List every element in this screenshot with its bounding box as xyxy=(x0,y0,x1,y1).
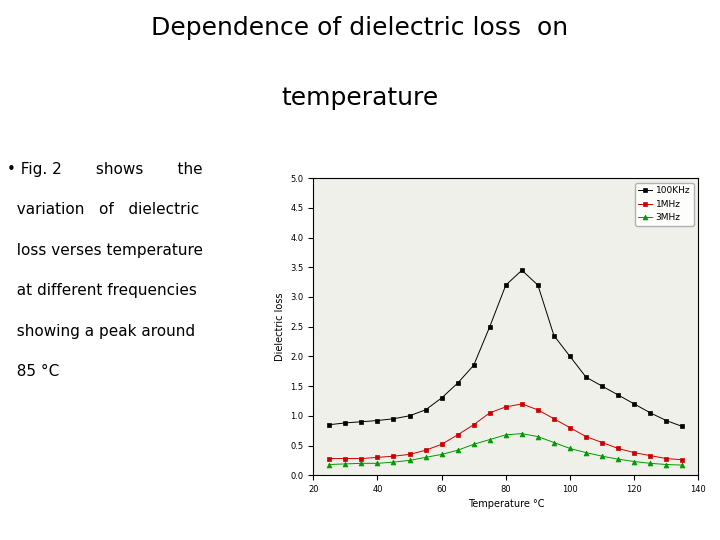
100KHz xyxy=(662,417,670,424)
Y-axis label: Dielectric loss: Dielectric loss xyxy=(274,293,284,361)
Text: showing a peak around: showing a peak around xyxy=(7,324,195,339)
Legend: 100KHz, 1MHz, 3MHz: 100KHz, 1MHz, 3MHz xyxy=(635,183,694,226)
100KHz xyxy=(614,392,623,399)
100KHz xyxy=(678,423,687,430)
100KHz xyxy=(549,332,558,339)
100KHz xyxy=(405,413,414,419)
1MHz xyxy=(421,447,430,454)
100KHz xyxy=(357,418,366,425)
Text: temperature: temperature xyxy=(282,86,438,110)
Text: 85 °C: 85 °C xyxy=(7,364,60,380)
Text: variation   of   dielectric: variation of dielectric xyxy=(7,202,199,218)
1MHz xyxy=(630,449,639,456)
Text: Dependence of dielectric loss  on: Dependence of dielectric loss on xyxy=(151,16,569,40)
1MHz xyxy=(518,401,526,407)
3MHz xyxy=(534,433,542,440)
3MHz xyxy=(566,445,575,451)
X-axis label: Temperature °C: Temperature °C xyxy=(467,500,544,509)
100KHz xyxy=(646,409,654,416)
1MHz xyxy=(501,404,510,410)
100KHz xyxy=(534,282,542,288)
Line: 1MHz: 1MHz xyxy=(327,401,685,462)
1MHz xyxy=(614,445,623,451)
1MHz xyxy=(534,407,542,413)
100KHz xyxy=(582,374,590,380)
100KHz xyxy=(501,282,510,288)
Text: • Fig. 2       shows       the: • Fig. 2 shows the xyxy=(7,162,203,177)
1MHz xyxy=(454,431,462,438)
3MHz xyxy=(582,449,590,456)
100KHz xyxy=(566,353,575,360)
100KHz xyxy=(421,407,430,413)
100KHz xyxy=(469,362,478,368)
1MHz xyxy=(662,455,670,462)
1MHz xyxy=(469,421,478,428)
3MHz xyxy=(421,454,430,461)
100KHz xyxy=(389,416,397,422)
100KHz xyxy=(341,420,350,426)
3MHz xyxy=(518,430,526,437)
3MHz xyxy=(678,462,687,468)
1MHz xyxy=(646,453,654,459)
3MHz xyxy=(389,459,397,465)
1MHz xyxy=(357,455,366,462)
3MHz xyxy=(437,451,446,458)
100KHz xyxy=(437,395,446,401)
3MHz xyxy=(646,460,654,467)
3MHz xyxy=(614,456,623,462)
3MHz xyxy=(325,461,333,468)
100KHz xyxy=(485,323,494,330)
3MHz xyxy=(662,461,670,468)
1MHz xyxy=(678,456,687,463)
1MHz xyxy=(485,409,494,416)
Text: loss verses temperature: loss verses temperature xyxy=(7,243,203,258)
3MHz xyxy=(357,460,366,467)
3MHz xyxy=(549,440,558,446)
3MHz xyxy=(454,447,462,454)
100KHz xyxy=(598,383,606,389)
1MHz xyxy=(325,455,333,462)
1MHz xyxy=(598,440,606,446)
Line: 3MHz: 3MHz xyxy=(327,431,685,468)
3MHz xyxy=(373,460,382,467)
100KHz xyxy=(454,380,462,387)
1MHz xyxy=(549,416,558,422)
1MHz xyxy=(582,433,590,440)
100KHz xyxy=(518,267,526,273)
1MHz xyxy=(373,454,382,461)
Text: at different frequencies: at different frequencies xyxy=(7,284,197,299)
1MHz xyxy=(405,451,414,458)
1MHz xyxy=(566,424,575,431)
Line: 100KHz: 100KHz xyxy=(327,268,685,429)
3MHz xyxy=(630,458,639,465)
100KHz xyxy=(325,421,333,428)
1MHz xyxy=(437,441,446,448)
1MHz xyxy=(341,455,350,462)
3MHz xyxy=(405,457,414,463)
3MHz xyxy=(485,436,494,443)
100KHz xyxy=(630,401,639,407)
3MHz xyxy=(501,431,510,438)
1MHz xyxy=(389,453,397,460)
100KHz xyxy=(373,417,382,424)
3MHz xyxy=(598,453,606,460)
3MHz xyxy=(341,461,350,467)
3MHz xyxy=(469,441,478,448)
